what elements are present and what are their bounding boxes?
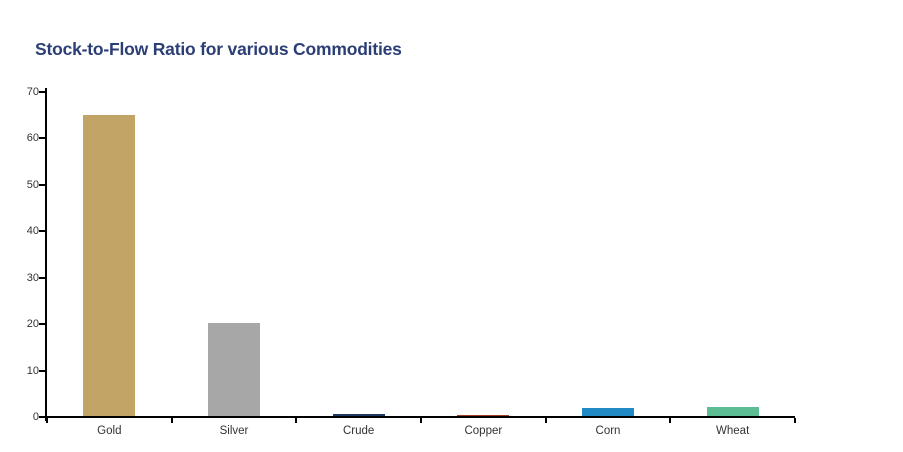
y-axis-tick [39, 91, 45, 93]
x-axis-category-label: Corn [595, 425, 621, 437]
x-axis-tick [794, 418, 796, 423]
y-axis-tick-label: 20 [26, 318, 39, 331]
y-axis-tick-label: 60 [26, 132, 39, 145]
y-axis-tick [39, 183, 45, 186]
bar-corn [582, 408, 634, 417]
x-axis-tick [420, 418, 422, 423]
x-axis-tick [170, 418, 173, 423]
y-axis-tick [39, 323, 45, 326]
x-axis-tick [544, 418, 547, 423]
x-axis-category-label: Gold [97, 425, 122, 437]
x-axis-category-label: Silver [219, 425, 249, 437]
bar-copper [457, 414, 510, 417]
bar-silver [208, 322, 260, 417]
y-axis-line [45, 88, 47, 421]
plot-area: 0 10 20 30 40 50 60 70 Gold Silver Crude Copper Corn… [27, 87, 796, 437]
x-axis-category-label: Wheat [716, 425, 750, 437]
y-axis-tick [39, 230, 45, 233]
y-axis-tick-label: 70 [26, 86, 39, 98]
x-axis-tick [669, 418, 672, 423]
bar-gold [83, 115, 136, 417]
y-axis-tick [39, 369, 45, 372]
x-axis-tick [46, 418, 48, 423]
y-axis-tick-label: 10 [26, 364, 39, 377]
y-axis-tick-label: 0 [32, 411, 39, 423]
y-axis-tick-label: 30 [26, 271, 39, 284]
x-axis-line [45, 416, 795, 418]
chart-title: Stock-to-Flow Ratio for various Commodit… [35, 39, 402, 59]
bar-crude [332, 413, 385, 417]
x-axis-category-label: Copper [464, 425, 503, 437]
x-axis-category-label: Crude [342, 425, 375, 437]
y-axis-tick [39, 276, 45, 279]
y-axis-tick-label: 50 [26, 178, 39, 191]
y-axis-tick [39, 416, 45, 418]
bar-wheat [706, 406, 759, 417]
y-axis-tick [39, 137, 45, 140]
y-axis-tick-label: 40 [26, 225, 39, 238]
x-axis-tick [295, 418, 298, 423]
